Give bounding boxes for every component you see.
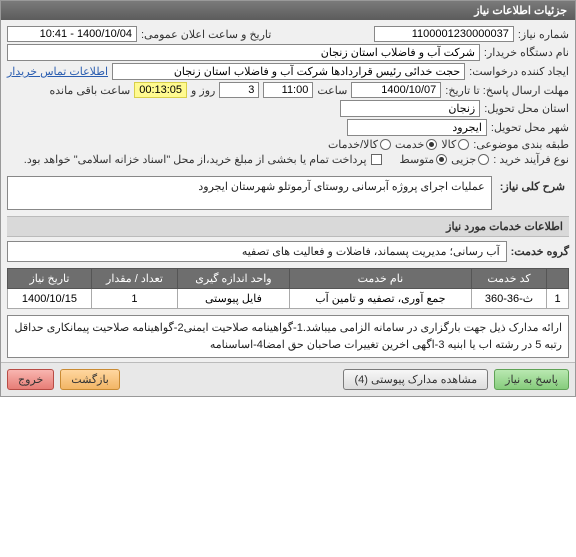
exit-button[interactable]: خروج: [7, 369, 54, 390]
time-label-1: ساعت: [317, 84, 347, 97]
panel-title: جزئیات اطلاعات نیاز: [1, 1, 575, 20]
province-value: زنجان: [340, 100, 480, 117]
class-khadamat-text: خدمت: [395, 138, 424, 151]
description-box: ارائه مدارک ذیل جهت بارگزاری در سامانه ا…: [7, 315, 569, 358]
cell-date: 1400/10/15: [8, 289, 92, 309]
cell-idx: 1: [547, 289, 569, 309]
need-details-panel: جزئیات اطلاعات نیاز شماره نیاز: 11000012…: [0, 0, 576, 397]
panel-body: شماره نیاز: 1100001230000037 تاریخ و ساع…: [1, 20, 575, 362]
countdown: 00:13:05: [134, 82, 187, 98]
buyer-org-label: نام دستگاه خریدار:: [484, 46, 569, 59]
class-kala-radio[interactable]: کالا: [441, 138, 469, 151]
service-group-label: گروه خدمت:: [511, 245, 569, 258]
proc-jozei-text: جزیی: [451, 153, 476, 166]
process-label: نوع فرآیند خرید :: [493, 153, 569, 166]
deadline-label: مهلت ارسال پاسخ: تا تاریخ:: [445, 84, 569, 97]
col-unit: واحد اندازه گیری: [178, 269, 290, 289]
button-row: پاسخ به نیاز مشاهده مدارک پیوستی (4) باز…: [1, 362, 575, 396]
cell-qty: 1: [91, 289, 177, 309]
days-and-label: روز و: [191, 84, 215, 97]
cell-unit: فایل پیوستی: [178, 289, 290, 309]
city-label: شهر محل تحویل:: [491, 121, 569, 134]
class-kalakh-radio[interactable]: کالا/خدمات: [328, 138, 391, 151]
col-name: نام خدمت: [289, 269, 471, 289]
announce-label: تاریخ و ساعت اعلان عمومی:: [141, 28, 271, 41]
requester-value: حجت خدائی رئیس قراردادها شرکت آب و فاضلا…: [112, 63, 465, 80]
services-header: اطلاعات خدمات مورد نیاز: [7, 216, 569, 237]
table-row[interactable]: 1 ث-36-360 جمع آوری، تصفیه و تامین آب فا…: [8, 289, 569, 309]
back-button[interactable]: بازگشت: [60, 369, 120, 390]
class-khadamat-radio[interactable]: خدمت: [395, 138, 437, 151]
class-kala-text: کالا: [441, 138, 456, 151]
table-header-row: کد خدمت نام خدمت واحد اندازه گیری تعداد …: [8, 269, 569, 289]
class-kalakh-text: کالا/خدمات: [328, 138, 378, 151]
cell-code: ث-36-360: [472, 289, 547, 309]
city-value: ایجرود: [347, 119, 487, 136]
deadline-date: 1400/10/07: [351, 82, 441, 98]
deadline-time: 11:00: [263, 82, 313, 98]
province-label: استان محل تحویل:: [484, 102, 569, 115]
attachments-button[interactable]: مشاهده مدارک پیوستی (4): [343, 369, 488, 390]
cell-name: جمع آوری، تصفیه و تامین آب: [289, 289, 471, 309]
proc-motavaset-text: متوسط: [400, 153, 435, 166]
service-group-text: آب رسانی؛ مدیریت پسماند، فاضلات و فعالیت…: [7, 241, 507, 262]
payment-note: پرداخت تمام یا بخشی از مبلغ خرید،از محل …: [24, 153, 367, 166]
days-remaining: 3: [219, 82, 259, 98]
payment-checkbox[interactable]: [371, 154, 382, 165]
proc-motavaset-radio[interactable]: متوسط: [400, 153, 448, 166]
col-idx: [547, 269, 569, 289]
col-qty: تعداد / مقدار: [91, 269, 177, 289]
announce-value: 1400/10/04 - 10:41: [7, 26, 137, 42]
proc-jozei-radio[interactable]: جزیی: [451, 153, 489, 166]
need-summary-text: عملیات اجرای پروژه آبرسانی روستای آرموتل…: [7, 176, 492, 210]
respond-button[interactable]: پاسخ به نیاز: [494, 369, 569, 390]
col-code: کد خدمت: [472, 269, 547, 289]
need-no-value: 1100001230000037: [374, 26, 514, 42]
buyer-org-value: شرکت آب و فاضلاب استان زنجان: [7, 44, 480, 61]
need-summary-label: شرح کلی نیاز:: [496, 176, 569, 197]
col-date: تاریخ نیاز: [8, 269, 92, 289]
contact-link[interactable]: اطلاعات تماس خریدار: [7, 65, 108, 78]
class-label: طبقه بندی موضوعی:: [473, 138, 569, 151]
services-table: کد خدمت نام خدمت واحد اندازه گیری تعداد …: [7, 268, 569, 309]
need-no-label: شماره نیاز:: [518, 28, 569, 41]
remaining-suffix: ساعت باقی مانده: [49, 84, 130, 97]
requester-label: ایجاد کننده درخواست:: [469, 65, 569, 78]
